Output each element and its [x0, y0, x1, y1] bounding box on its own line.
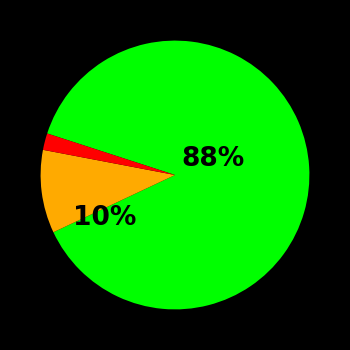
Wedge shape — [41, 150, 175, 232]
Text: 88%: 88% — [181, 146, 244, 172]
Wedge shape — [43, 133, 175, 175]
Text: 10%: 10% — [74, 205, 137, 231]
Wedge shape — [47, 41, 309, 309]
